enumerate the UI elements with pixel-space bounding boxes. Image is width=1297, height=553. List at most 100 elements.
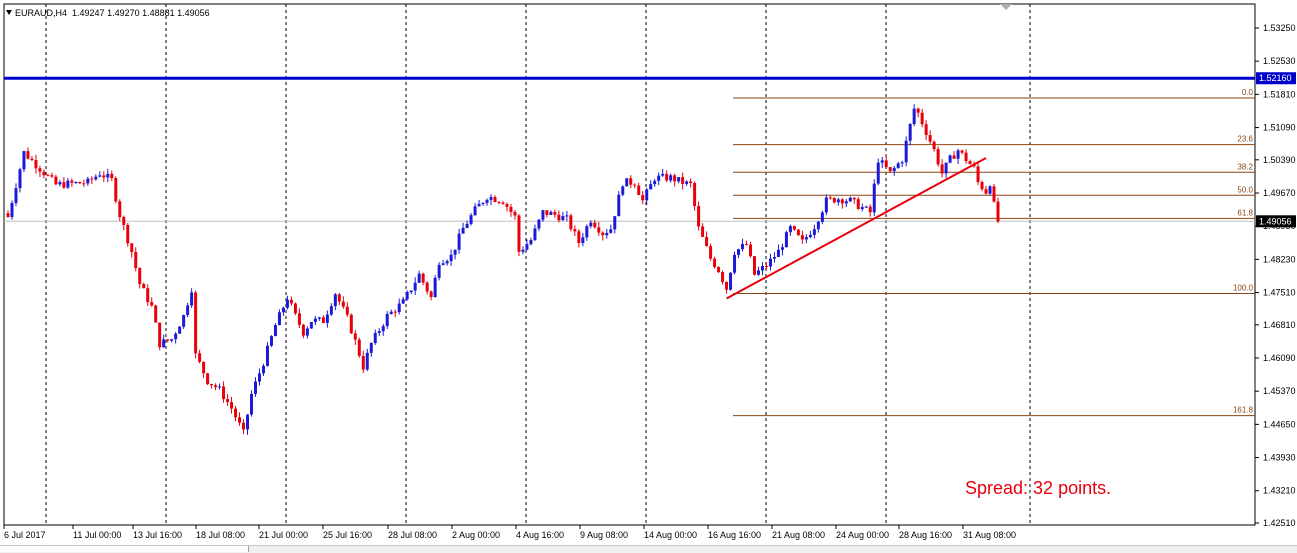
chart-shift-marker-icon[interactable] bbox=[1000, 4, 1012, 10]
candle-body bbox=[936, 149, 940, 165]
time-tick-label: 25 Jul 16:00 bbox=[323, 530, 372, 540]
time-tick-label: 9 Aug 08:00 bbox=[580, 530, 628, 540]
candle-body bbox=[513, 211, 517, 216]
candle-body bbox=[417, 273, 421, 283]
chart-tab-bar bbox=[0, 545, 1297, 553]
candle-body bbox=[198, 353, 202, 362]
candlestick-series bbox=[6, 104, 1000, 435]
candle-body bbox=[784, 232, 788, 248]
candle-body bbox=[637, 185, 641, 195]
candle-body bbox=[126, 224, 130, 244]
candle-body bbox=[621, 186, 625, 195]
candle-body bbox=[521, 249, 525, 252]
candle-body bbox=[70, 180, 74, 183]
chart-tab[interactable] bbox=[0, 546, 249, 552]
candle-body bbox=[238, 417, 242, 423]
chart-grid bbox=[3, 3, 1256, 526]
candle-body bbox=[261, 365, 265, 374]
candle-body bbox=[146, 288, 150, 303]
candle-body bbox=[86, 178, 90, 184]
candle-body bbox=[689, 181, 693, 184]
candle-body bbox=[717, 267, 721, 273]
candle-body bbox=[577, 231, 581, 244]
candle-body bbox=[301, 324, 305, 336]
candle-body bbox=[788, 226, 792, 233]
candle-body bbox=[178, 326, 182, 334]
candle-body bbox=[661, 173, 665, 176]
candle-body bbox=[242, 422, 246, 430]
candle-body bbox=[705, 236, 709, 247]
time-tick-label: 21 Jul 00:00 bbox=[259, 530, 308, 540]
candle-body bbox=[361, 355, 365, 370]
candle-body bbox=[465, 223, 469, 228]
candle-body bbox=[194, 292, 198, 354]
candle-body bbox=[461, 227, 465, 234]
candle-body bbox=[349, 314, 353, 334]
candle-body bbox=[641, 194, 645, 201]
resistance-price-box bbox=[1256, 72, 1296, 85]
price-tick-label: 1.46810 bbox=[1263, 320, 1296, 330]
candle-body bbox=[557, 214, 561, 221]
candle-body bbox=[657, 175, 661, 181]
candle-body bbox=[265, 345, 269, 366]
price-tick-label: 1.46090 bbox=[1263, 353, 1296, 363]
candle-body bbox=[900, 162, 904, 164]
candle-body bbox=[996, 201, 1000, 222]
candle-body bbox=[489, 197, 493, 200]
candle-body bbox=[505, 204, 509, 207]
candle-body bbox=[30, 158, 34, 161]
fibonacci-retracement[interactable]: 0.0 23.6 38.2 50.0 61.8 100.0 161.8 bbox=[733, 88, 1255, 417]
candle-body bbox=[529, 240, 533, 245]
price-tick-label: 1.45370 bbox=[1263, 386, 1296, 396]
candle-body bbox=[230, 402, 234, 409]
candle-body bbox=[14, 188, 18, 203]
drawn-lines[interactable] bbox=[4, 76, 1255, 300]
candle-body bbox=[325, 314, 329, 323]
candle-body bbox=[405, 292, 409, 300]
time-tick-label: 6 Jul 2017 bbox=[4, 530, 46, 540]
candle-body bbox=[26, 151, 30, 159]
candle-body bbox=[653, 180, 657, 185]
candle-body bbox=[737, 249, 741, 255]
candle-body bbox=[357, 339, 361, 356]
candle-body bbox=[66, 180, 70, 188]
candle-body bbox=[106, 173, 110, 178]
candle-body bbox=[800, 235, 804, 240]
candle-body bbox=[625, 178, 629, 187]
candle-body bbox=[760, 266, 764, 271]
candle-body bbox=[389, 311, 393, 315]
candle-body bbox=[226, 399, 230, 403]
candle-body bbox=[673, 175, 677, 182]
candle-body bbox=[497, 201, 501, 203]
candle-body bbox=[764, 266, 768, 268]
candle-body bbox=[940, 164, 944, 174]
candle-body bbox=[273, 325, 277, 337]
candle-body bbox=[772, 257, 776, 259]
candle-body bbox=[669, 175, 673, 181]
current-price-label: 1.49056 bbox=[1259, 216, 1292, 226]
candle-body bbox=[884, 160, 888, 168]
candle-body bbox=[441, 263, 445, 265]
candle-body bbox=[409, 290, 413, 293]
candle-body bbox=[413, 282, 417, 291]
candle-body bbox=[589, 222, 593, 227]
dropdown-triangle-icon[interactable] bbox=[6, 10, 12, 15]
candle-body bbox=[912, 108, 916, 124]
candle-body bbox=[988, 186, 992, 194]
candle-body bbox=[928, 135, 932, 142]
fib-level-label: 50.0 bbox=[1237, 185, 1253, 194]
price-tick-label: 1.43930 bbox=[1263, 453, 1296, 463]
candle-body bbox=[852, 197, 856, 200]
candle-body bbox=[297, 313, 301, 325]
chart-header: EURAUD,H4 1.49247 1.49270 1.48881 1.4905… bbox=[6, 8, 210, 18]
candle-body bbox=[293, 303, 297, 314]
candle-body bbox=[776, 249, 780, 258]
candle-body bbox=[768, 258, 772, 267]
candle-body bbox=[872, 183, 876, 213]
candle-body bbox=[952, 155, 956, 159]
candle-body bbox=[110, 173, 114, 179]
candle-body bbox=[820, 212, 824, 222]
candle-body bbox=[848, 197, 852, 202]
candle-body bbox=[752, 256, 756, 275]
